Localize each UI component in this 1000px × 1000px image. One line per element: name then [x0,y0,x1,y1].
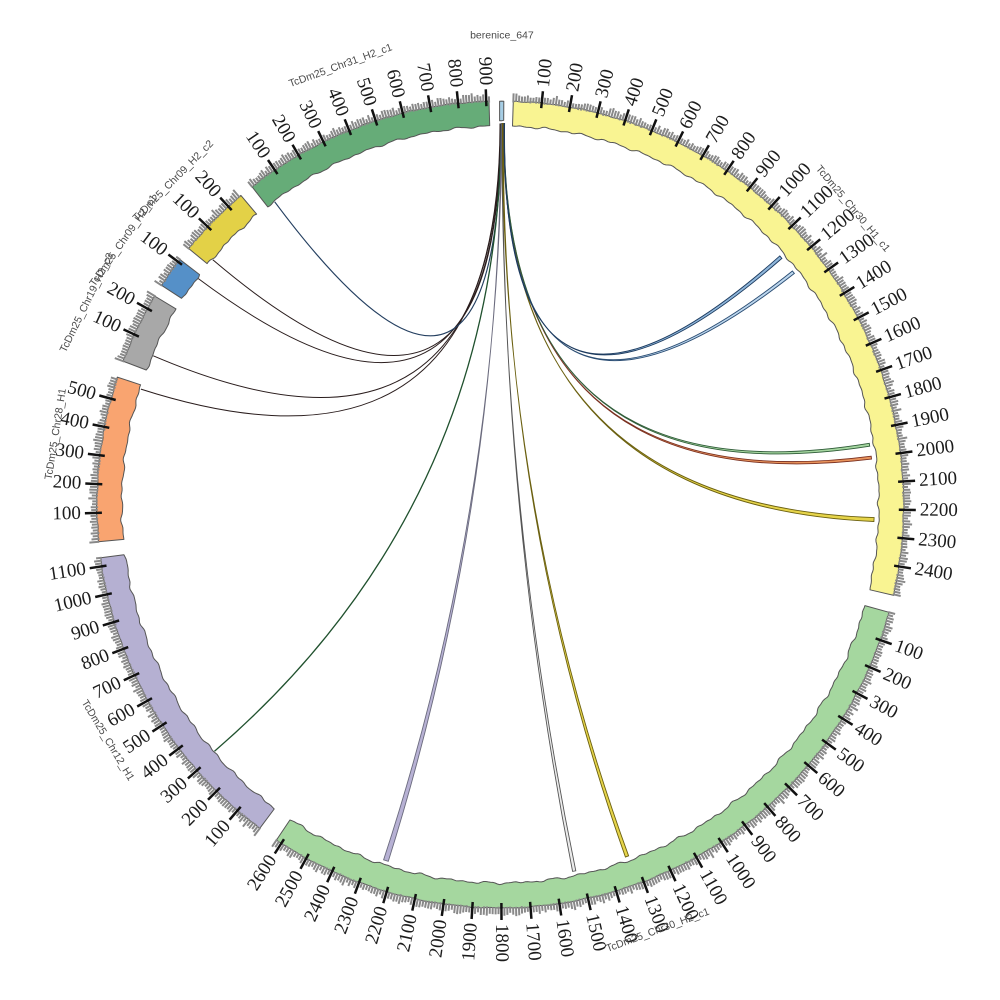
svg-text:300: 300 [54,440,85,464]
svg-text:2100: 2100 [918,468,957,491]
svg-text:200: 200 [52,471,82,493]
svg-text:2000: 2000 [915,436,955,462]
svg-text:1900: 1900 [458,922,482,961]
svg-text:700: 700 [412,62,438,94]
svg-text:100: 100 [52,503,81,525]
svg-text:2200: 2200 [920,500,958,522]
svg-text:1800: 1800 [491,924,512,962]
svg-text:200: 200 [562,61,588,93]
svg-text:1700: 1700 [521,922,545,961]
svg-text:900: 900 [474,56,496,85]
svg-text:2300: 2300 [917,529,957,553]
svg-text:100: 100 [533,58,557,89]
svg-text:800: 800 [443,58,467,89]
svg-text:berenice_647: berenice_647 [470,30,534,42]
